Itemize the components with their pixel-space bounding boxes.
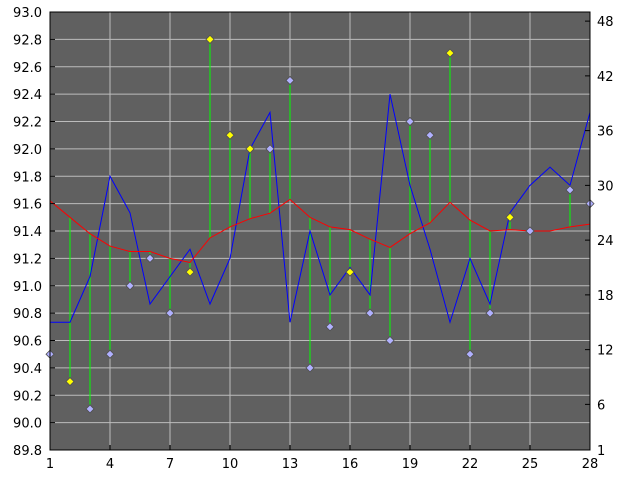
diamond-marker — [305, 363, 315, 373]
x-tick-label: 28 — [582, 457, 599, 472]
right-tick-label: 30 — [597, 179, 614, 194]
left-tick-label: 90.0 — [13, 417, 42, 432]
right-tick-label: 18 — [597, 289, 614, 304]
x-tick-label: 25 — [522, 457, 539, 472]
diamond-marker — [345, 267, 355, 277]
stem-lines — [49, 39, 591, 409]
left-tick-label: 91.2 — [13, 252, 42, 267]
left-tick-label: 93.0 — [13, 6, 42, 21]
left-tick-label: 92.8 — [13, 33, 42, 48]
diamond-marker — [205, 34, 215, 44]
diamond-marker — [265, 144, 275, 154]
right-tick-label: 24 — [597, 234, 614, 249]
diamond-marker — [485, 308, 495, 318]
right-tick-label: 48 — [597, 15, 614, 30]
x-tick-label: 16 — [342, 457, 359, 472]
diamond-marker — [165, 308, 175, 318]
diamond-marker — [145, 253, 155, 263]
diamond-marker — [225, 130, 235, 140]
diamond-marker — [245, 144, 255, 154]
left-tick-label: 92.2 — [13, 116, 42, 131]
grid-lines — [50, 12, 590, 450]
left-tick-label: 92.0 — [13, 143, 42, 158]
left-tick-label: 90.4 — [13, 362, 42, 377]
left-tick-label: 92.6 — [13, 61, 42, 76]
left-axis: 89.8 90.0 90.2 90.4 90.6 90.8 91.0 91.2 91.4 91.6… — [13, 6, 55, 459]
diamond-marker — [505, 212, 515, 222]
right-tick-label: 36 — [597, 125, 614, 140]
diamond-marker — [325, 322, 335, 332]
diamond-marker — [365, 308, 375, 318]
diamond-marker — [405, 116, 415, 127]
diamond-marker — [185, 267, 195, 277]
diamond-marker — [385, 335, 395, 346]
diamond-marker — [425, 130, 435, 140]
left-tick-label: 90.6 — [13, 335, 42, 350]
right-tick-label: 12 — [597, 344, 614, 359]
red-series — [49, 198, 591, 264]
x-tick-label: 4 — [106, 457, 114, 472]
left-tick-label: 90.2 — [13, 389, 42, 404]
x-tick-label: 7 — [166, 457, 174, 472]
right-tick-label: 42 — [597, 70, 614, 85]
x-tick-label: 13 — [282, 457, 299, 472]
red-series-line — [49, 198, 591, 264]
right-tick-label: 6 — [597, 398, 605, 413]
x-tick-label: 22 — [462, 457, 479, 472]
blue-series-line — [50, 94, 591, 325]
diamond-marker — [285, 75, 295, 86]
diamond-marker — [65, 376, 75, 387]
diamond-marker — [445, 48, 455, 58]
right-axis: 1 6 12 18 24 30 36 42 48 — [585, 15, 614, 459]
right-tick-label: 1 — [597, 444, 605, 459]
diamond-marker — [85, 404, 95, 414]
left-tick-label: 92.4 — [13, 88, 42, 103]
x-tick-label: 10 — [222, 457, 239, 472]
left-tick-label: 91.4 — [13, 225, 42, 240]
left-tick-label: 89.8 — [13, 444, 42, 459]
x-axis: 1 4 7 10 13 16 19 22 25 28 — [46, 445, 598, 472]
diamond-marker — [525, 226, 535, 236]
left-tick-label: 91.6 — [13, 198, 42, 213]
left-tick-label: 91.0 — [13, 280, 42, 295]
diamond-marker — [105, 349, 115, 359]
diamond-marker — [465, 349, 475, 359]
diamond-marker — [565, 185, 575, 195]
marker-points — [45, 34, 595, 414]
x-tick-label: 19 — [402, 457, 419, 472]
diamond-marker — [125, 281, 135, 291]
x-tick-label: 1 — [46, 457, 54, 472]
blue-series — [50, 94, 591, 325]
left-tick-label: 91.8 — [13, 170, 42, 185]
left-tick-label: 90.8 — [13, 307, 42, 322]
